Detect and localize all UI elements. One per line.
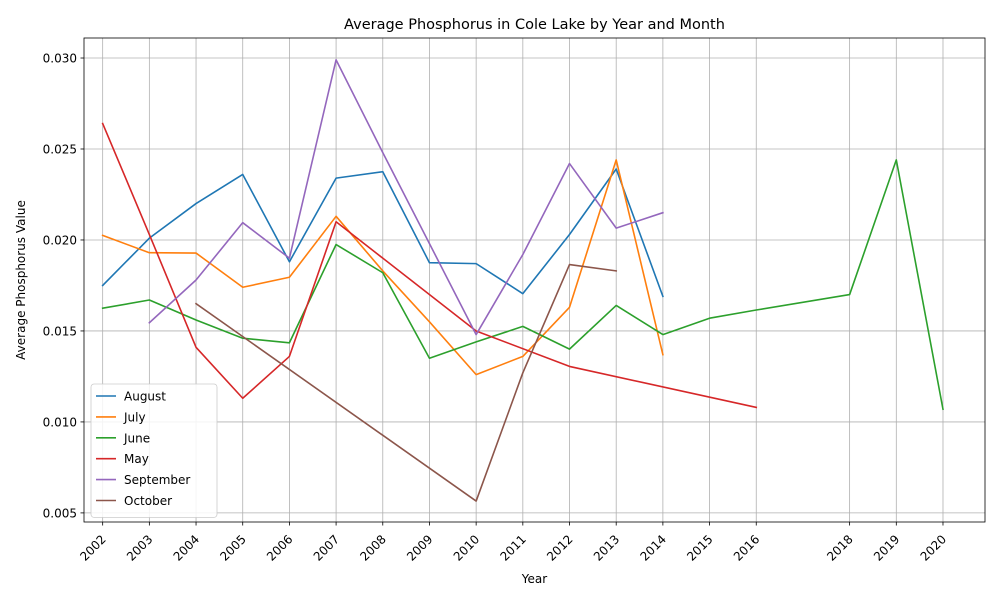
y-axis-title: Average Phosphorus Value [14,200,28,360]
series-line-september [148,59,664,336]
y-tick-label: 0.020 [43,233,77,247]
plot-frame [83,37,986,523]
y-tick-label: 0.015 [43,324,77,338]
legend-label: October [124,494,172,508]
legend: August July June May September October [90,383,218,518]
legend-label: September [124,473,190,487]
legend-box [90,383,218,518]
series-line-october [194,263,618,502]
series-line-june [101,159,944,411]
y-tick-label: 0.010 [43,415,77,429]
legend-label: July [123,410,146,424]
series-lines [101,59,944,502]
y-tick-label: 0.025 [43,142,77,156]
series-line-august [101,168,664,298]
chart-title: Average Phosphorus in Cole Lake by Year … [344,17,725,33]
series-line-may [101,122,758,409]
y-axis: 0.005 0.010 0.015 0.020 0.025 0.030 [43,52,84,520]
legend-label: June [123,431,150,445]
series-line-july [101,159,664,376]
x-axis-title: Year [521,572,547,586]
y-tick-label: 0.030 [43,52,77,66]
legend-label: August [124,390,166,404]
y-tick-label: 0.005 [43,506,77,520]
legend-label: May [124,452,149,466]
